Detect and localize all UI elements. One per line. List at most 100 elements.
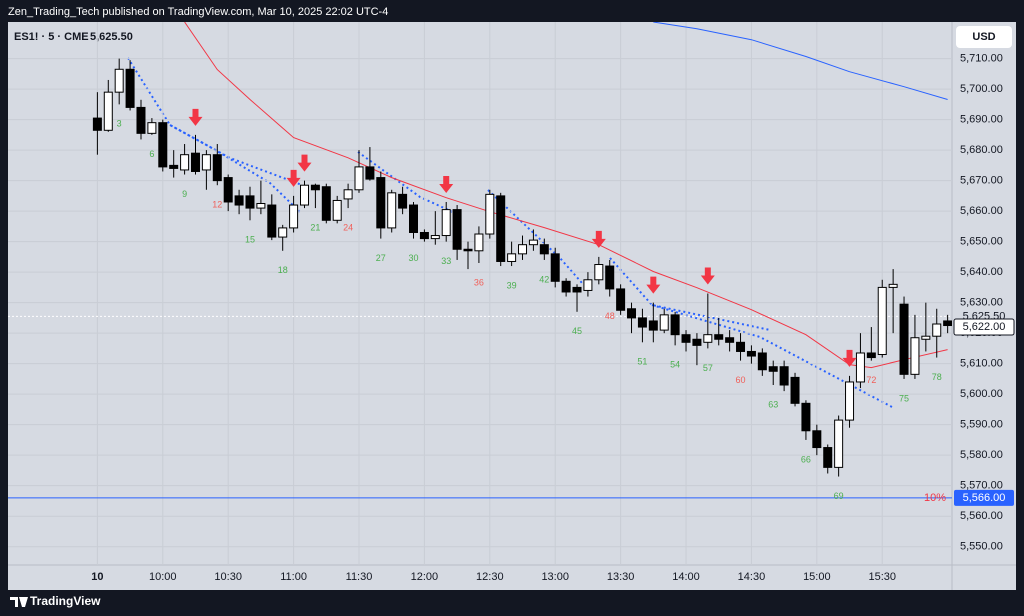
candle-body (343, 189, 353, 200)
candle-body (725, 337, 735, 343)
candle-body (419, 231, 429, 240)
sell-arrow (842, 349, 857, 367)
candle-body (190, 152, 200, 172)
candle-body (201, 154, 211, 171)
sell-arrow (297, 154, 312, 172)
trend-lines (127, 57, 893, 408)
y-tick-label: 5,630.00 (960, 297, 1003, 309)
candle-body (812, 430, 822, 449)
candle-body (616, 288, 626, 311)
candle-body (398, 193, 408, 209)
x-tick-label: 11:00 (280, 571, 307, 583)
symbol: ES1! · 5 · CME (14, 31, 89, 43)
x-tick-label: 14:30 (738, 571, 766, 583)
bar-count-label: 60 (736, 375, 746, 385)
x-tick-label: 15:30 (868, 571, 896, 583)
candle-body (627, 308, 637, 319)
plot-area (8, 22, 952, 565)
bar-count-label: 6 (149, 149, 154, 159)
level-price: 5,566.00 (963, 492, 1006, 504)
candle-body (790, 376, 800, 404)
y-tick-label: 5,570.00 (960, 480, 1003, 492)
x-tick-label: 13:30 (607, 571, 635, 583)
candle-body (910, 337, 920, 375)
candle-body (648, 320, 658, 331)
y-tick-label: 5,680.00 (960, 144, 1003, 156)
x-tick-label: 12:00 (411, 571, 439, 583)
candle-body (321, 186, 331, 221)
bar-count-label: 3 (117, 119, 122, 129)
y-tick-label: 5,560.00 (960, 510, 1003, 522)
bar-count-label: 51 (637, 357, 647, 367)
candle-body (779, 366, 789, 386)
candle-body (921, 335, 931, 340)
bar-count-label: 39 (507, 280, 517, 290)
candle-body (703, 334, 713, 343)
candle-body (387, 192, 397, 229)
bar-count-label: 72 (866, 375, 876, 385)
attribution: Zen_Trading_Tech published on TradingVie… (8, 6, 388, 18)
candle-body (310, 184, 320, 191)
candle-body (474, 233, 484, 252)
moving-average (184, 22, 948, 369)
bar-count-label: 48 (605, 311, 615, 321)
candle-body (692, 338, 702, 346)
candle-body (888, 283, 898, 288)
bar-count-label: 33 (441, 256, 451, 266)
bar-count-label: 66 (801, 454, 811, 464)
candle-body (245, 195, 255, 209)
candle-body (637, 317, 647, 328)
x-tick-label: 10:00 (149, 571, 177, 583)
candle-body (572, 286, 582, 293)
candle-body (169, 164, 179, 169)
candle-body (409, 204, 419, 233)
y-tick-label: 5,650.00 (960, 236, 1003, 248)
candle-body (114, 68, 124, 93)
brand: TradingView (30, 594, 101, 608)
candle-body (299, 184, 309, 206)
x-tick-label: 12:30 (476, 571, 504, 583)
candle-body (561, 280, 571, 293)
currency-button[interactable] (956, 26, 1012, 48)
bar-count-label: 27 (376, 253, 386, 263)
candle-body (289, 204, 299, 229)
candle-body (736, 341, 746, 352)
y-tick-label: 5,690.00 (960, 114, 1003, 126)
sell-arrow (439, 175, 454, 193)
candle-body (932, 323, 942, 337)
candle-body (256, 203, 266, 209)
candle-body (147, 122, 157, 134)
level-price-box (954, 489, 1014, 506)
candle-body (234, 195, 244, 206)
time-axis (8, 565, 952, 590)
candle-body (267, 204, 277, 238)
candle-body (594, 264, 604, 281)
sell-arrow (700, 267, 715, 285)
currency[interactable]: USD (972, 31, 995, 43)
trend-line (357, 151, 456, 214)
candle-body (441, 209, 451, 237)
bar-count-label: 15 (245, 235, 255, 245)
bar-count-label: 54 (670, 360, 680, 370)
candle-body (507, 253, 517, 262)
y-tick-label: 5,600.00 (960, 388, 1003, 400)
y-tick-label: 5,590.00 (960, 419, 1003, 431)
header-price: 5,625.50 (90, 31, 133, 43)
y-tick-label: 5,660.00 (960, 205, 1003, 217)
candle-body (714, 334, 724, 340)
bar-count-label: 57 (703, 363, 713, 373)
x-tick-label: 10 (91, 571, 103, 583)
sell-arrow (591, 230, 606, 248)
candle-body (518, 244, 528, 255)
bar-count-label: 18 (278, 265, 288, 275)
candle-body (223, 177, 233, 203)
candle-body (834, 419, 844, 468)
candle-body (496, 195, 506, 262)
bar-count-label: 21 (310, 222, 320, 232)
sell-arrow (286, 169, 301, 187)
sell-arrow (646, 276, 661, 294)
x-tick-label: 13:00 (541, 571, 569, 583)
y-tick-label: 5,670.00 (960, 175, 1003, 187)
level-label: 10% (924, 492, 946, 504)
